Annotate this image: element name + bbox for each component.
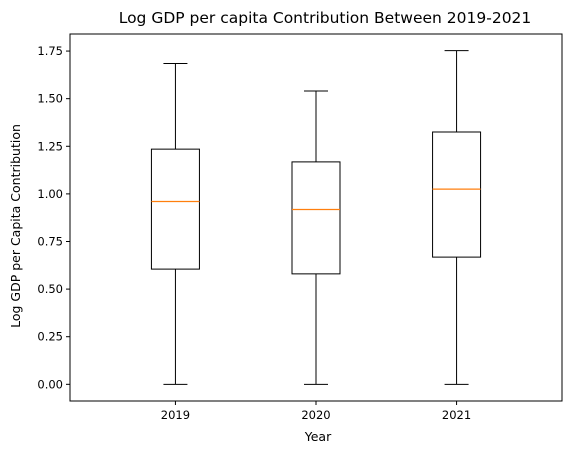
- y-tick-label: 0.25: [37, 330, 63, 344]
- chart-title: Log GDP per capita Contribution Between …: [119, 9, 532, 27]
- box-iqr: [150, 148, 200, 270]
- y-tick-label: 0.75: [37, 234, 63, 248]
- y-tick-label: 0.00: [37, 377, 63, 391]
- x-tick-label: 2019: [161, 408, 190, 422]
- y-tick-label: 1.75: [37, 44, 63, 58]
- y-tick-label: 1.25: [37, 139, 63, 153]
- y-axis-label: Log GDP per Capita Contribution: [8, 124, 23, 328]
- x-tick-label: 2021: [442, 408, 471, 422]
- box-iqr: [432, 131, 482, 258]
- x-tick-label: 2020: [301, 408, 330, 422]
- y-tick-label: 0.50: [37, 282, 63, 296]
- plot-area: 0.00 0.25 0.50 0.75 1.00 1.25 1.50 1.75 2019 2020…: [37, 33, 563, 422]
- y-tick-label: 1.00: [37, 187, 63, 201]
- box-iqr: [291, 161, 341, 275]
- y-tick-label: 1.50: [37, 92, 63, 106]
- x-axis-label: Year: [304, 429, 332, 444]
